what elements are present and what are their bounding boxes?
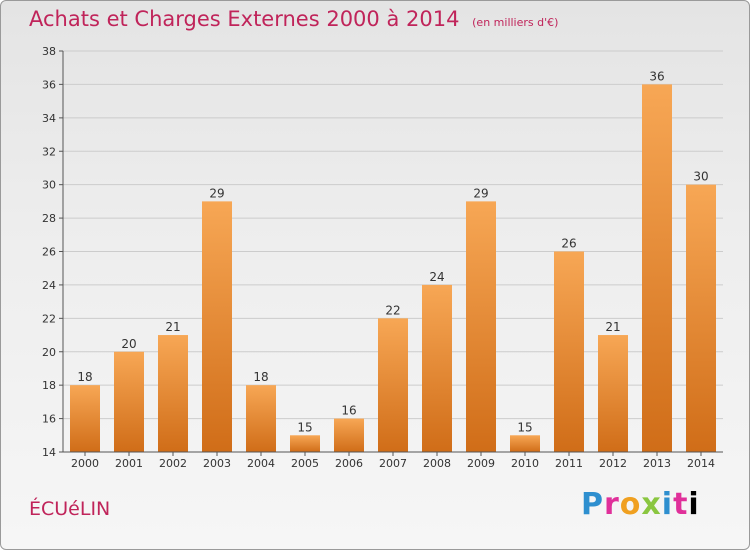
bar <box>290 435 320 452</box>
logo-letter: x <box>641 487 662 522</box>
bar <box>422 284 452 452</box>
bar <box>378 318 408 452</box>
x-tick-label: 2014 <box>687 457 715 470</box>
bar <box>466 201 496 452</box>
y-tick-label: 24 <box>42 279 56 292</box>
x-tick-label: 2011 <box>555 457 583 470</box>
y-tick-label: 26 <box>42 246 56 259</box>
y-tick-label: 30 <box>42 179 56 192</box>
y-tick-label: 14 <box>42 446 56 459</box>
bar <box>114 351 144 452</box>
x-tick-label: 2006 <box>335 457 363 470</box>
x-tick-label: 2012 <box>599 457 627 470</box>
x-tick-label: 2004 <box>247 457 275 470</box>
x-tick-label: 2003 <box>203 457 231 470</box>
bar <box>202 201 232 452</box>
bar-value-label: 29 <box>209 186 224 200</box>
bar <box>510 435 540 452</box>
logo-letter: i <box>661 487 674 522</box>
chart-subtitle: (en milliers d'€) <box>472 16 559 29</box>
bar-value-label: 24 <box>429 270 444 284</box>
bar-value-label: 29 <box>473 186 488 200</box>
labels: 14 16 18 20 22 24 26 28 30 32 34 36 38 18 2000 20 2001 21… <box>42 45 715 470</box>
bar-value-label: 21 <box>605 320 620 334</box>
bar <box>70 385 100 452</box>
bars <box>70 84 716 453</box>
bar <box>686 184 716 452</box>
bar-value-label: 18 <box>253 370 268 384</box>
x-tick-label: 2005 <box>291 457 319 470</box>
x-tick-label: 2009 <box>467 457 495 470</box>
bar <box>554 251 584 452</box>
y-tick-label: 32 <box>42 145 56 158</box>
y-tick-label: 18 <box>42 379 56 392</box>
bar-value-label: 21 <box>165 320 180 334</box>
logo-letter: P <box>581 487 604 522</box>
bar <box>642 84 672 453</box>
y-tick-label: 36 <box>42 78 56 91</box>
bar-value-label: 20 <box>121 337 136 351</box>
proxiti-logo: Proxiti <box>581 487 700 522</box>
x-tick-label: 2008 <box>423 457 451 470</box>
axes <box>59 50 723 456</box>
bar-value-label: 16 <box>341 404 356 418</box>
y-tick-label: 16 <box>42 413 56 426</box>
bar-value-label: 15 <box>297 420 312 434</box>
bar <box>334 418 364 452</box>
logo-letter: i <box>688 487 700 522</box>
y-tick-label: 28 <box>42 212 56 225</box>
bar-value-label: 30 <box>693 170 708 184</box>
x-tick-label: 2010 <box>511 457 539 470</box>
bar-value-label: 26 <box>561 237 576 251</box>
location-name: ÉCUéLIN <box>29 498 111 520</box>
bar-value-label: 36 <box>649 69 664 83</box>
bar <box>158 335 188 452</box>
logo-letter: r <box>604 487 620 522</box>
bar-value-label: 18 <box>77 370 92 384</box>
bar <box>246 385 276 452</box>
bar-value-label: 15 <box>517 420 532 434</box>
x-tick-label: 2013 <box>643 457 671 470</box>
x-tick-label: 2007 <box>379 457 407 470</box>
chart-title-text: Achats et Charges Externes 2000 à 2014 <box>29 7 460 31</box>
y-tick-label: 34 <box>42 112 56 125</box>
y-tick-label: 38 <box>42 45 56 58</box>
y-tick-label: 22 <box>42 312 56 325</box>
logo-letter: t <box>673 487 689 522</box>
bar-value-label: 22 <box>385 303 400 317</box>
x-tick-label: 2000 <box>71 457 99 470</box>
x-tick-label: 2001 <box>115 457 143 470</box>
x-tick-label: 2002 <box>159 457 187 470</box>
bar <box>598 335 628 452</box>
chart-title: Achats et Charges Externes 2000 à 2014 (… <box>29 7 558 31</box>
y-tick-label: 20 <box>42 346 56 359</box>
logo-letter: o <box>619 487 642 522</box>
